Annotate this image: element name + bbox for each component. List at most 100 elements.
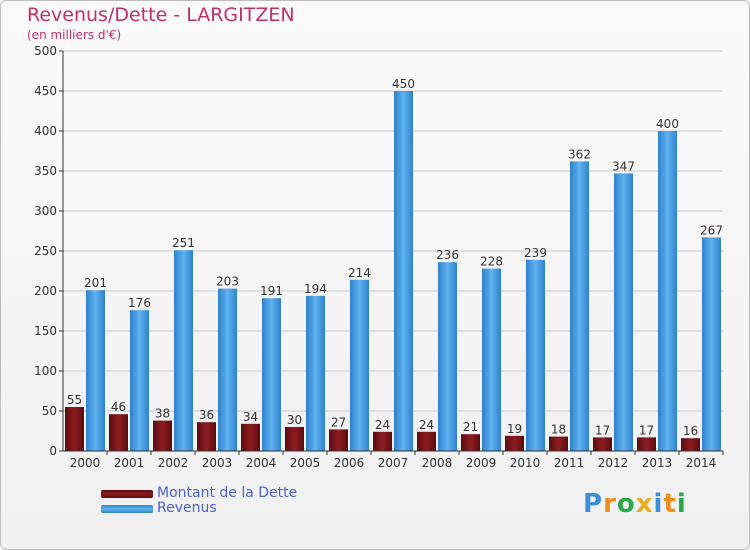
data-label-revenue: 347 xyxy=(612,159,635,173)
data-label-debt: 30 xyxy=(287,413,302,427)
bar-debt xyxy=(285,427,304,451)
data-label-debt: 55 xyxy=(67,393,82,407)
x-tick-label: 2006 xyxy=(334,456,365,470)
data-label-revenue: 400 xyxy=(656,117,679,131)
data-label-revenue: 201 xyxy=(84,276,107,290)
data-label-debt: 17 xyxy=(595,423,610,437)
y-tick-label: 350 xyxy=(34,164,57,178)
bar-debt xyxy=(153,420,172,451)
y-tick-label: 300 xyxy=(34,204,57,218)
y-tick-label: 400 xyxy=(34,124,57,138)
logo-letter: t xyxy=(663,489,677,519)
bar-revenue xyxy=(174,250,193,451)
chart-title: Revenus/Dette - LARGITZEN xyxy=(27,4,295,26)
proxiti-logo: Proxiti xyxy=(583,489,687,519)
data-label-debt: 34 xyxy=(243,410,258,424)
data-label-revenue: 176 xyxy=(128,296,151,310)
bar-revenue xyxy=(394,91,413,451)
bar-revenue xyxy=(702,237,721,451)
x-tick-label: 2002 xyxy=(158,456,189,470)
x-tick-label: 2004 xyxy=(246,456,277,470)
y-tick-label: 100 xyxy=(34,364,57,378)
bar-debt xyxy=(505,435,524,451)
x-tick-label: 2009 xyxy=(466,456,497,470)
y-tick-label: 450 xyxy=(34,84,57,98)
logo-letter: i xyxy=(676,489,687,519)
data-label-revenue: 191 xyxy=(260,284,283,298)
data-label-debt: 24 xyxy=(419,418,434,432)
data-label-revenue: 251 xyxy=(172,236,195,250)
logo-letter: x xyxy=(635,489,654,519)
data-label-debt: 38 xyxy=(155,407,170,421)
y-tick-label: 0 xyxy=(49,444,57,458)
data-label-debt: 16 xyxy=(683,424,698,438)
bar-revenue xyxy=(86,290,105,451)
data-label-debt: 19 xyxy=(507,422,522,436)
logo-letter: r xyxy=(603,489,617,519)
data-label-debt: 17 xyxy=(639,423,654,437)
data-label-debt: 21 xyxy=(463,420,478,434)
x-tick-label: 2013 xyxy=(642,456,673,470)
bars xyxy=(65,91,721,451)
bar-revenue xyxy=(262,298,281,451)
bar-debt xyxy=(241,423,260,451)
x-tick-label: 2005 xyxy=(290,456,321,470)
legend-label-debt: Montant de la Dette xyxy=(157,485,298,501)
data-label-revenue: 362 xyxy=(568,147,591,161)
x-tick-label: 2001 xyxy=(114,456,145,470)
unit-label: (en milliers d'€) xyxy=(27,28,122,42)
data-label-revenue: 228 xyxy=(480,255,503,269)
data-label-debt: 24 xyxy=(375,418,390,432)
bar-debt xyxy=(681,438,700,451)
bar-revenue xyxy=(526,259,545,451)
bar-revenue xyxy=(438,262,457,451)
legend-swatch-debt xyxy=(101,490,153,498)
data-label-revenue: 203 xyxy=(216,275,239,289)
y-tick-label: 500 xyxy=(34,44,57,58)
y-tick-label: 200 xyxy=(34,284,57,298)
bar-debt xyxy=(549,436,568,451)
data-label-debt: 27 xyxy=(331,415,346,429)
data-label-revenue: 194 xyxy=(304,282,327,296)
x-tick-label: 2014 xyxy=(686,456,717,470)
logo-letter: P xyxy=(583,489,604,519)
bar-debt xyxy=(461,434,480,451)
bar-revenue xyxy=(482,268,501,451)
bar-debt xyxy=(373,431,392,451)
bar-debt xyxy=(197,422,216,451)
data-label-debt: 46 xyxy=(111,400,126,414)
data-labels: 55 201 46 176 38 251 36 203 34 191 30 194 27 214 24 450… xyxy=(67,77,723,438)
data-label-debt: 36 xyxy=(199,408,214,422)
data-label-revenue: 236 xyxy=(436,248,459,262)
bar-revenue xyxy=(350,279,369,451)
bar-revenue xyxy=(658,131,677,451)
x-tick-label: 2007 xyxy=(378,456,409,470)
bar-debt xyxy=(593,437,612,451)
x-tick-label: 2011 xyxy=(554,456,585,470)
grid-lines xyxy=(63,50,723,412)
bar-revenue xyxy=(614,173,633,451)
data-label-revenue: 214 xyxy=(348,266,371,280)
data-label-revenue: 239 xyxy=(524,246,547,260)
y-tick-label: 50 xyxy=(42,404,57,418)
bar-debt xyxy=(65,407,84,451)
y-tick-label: 150 xyxy=(34,324,57,338)
bar-debt xyxy=(417,431,436,451)
x-tick-label: 2012 xyxy=(598,456,629,470)
logo-letter: i xyxy=(653,489,664,519)
logo-letter: o xyxy=(616,489,636,519)
bar-revenue xyxy=(570,161,589,451)
x-tick-label: 2003 xyxy=(202,456,233,470)
legend-swatch-revenue xyxy=(101,505,153,513)
bar-revenue xyxy=(218,288,237,451)
y-tick-label: 250 xyxy=(34,244,57,258)
x-tick-label: 2010 xyxy=(510,456,541,470)
x-tick-label: 2000 xyxy=(70,456,101,470)
bar-debt xyxy=(329,429,348,451)
data-label-debt: 18 xyxy=(551,423,566,437)
bar-debt xyxy=(637,437,656,451)
bar-revenue xyxy=(306,295,325,451)
bar-revenue xyxy=(130,310,149,451)
